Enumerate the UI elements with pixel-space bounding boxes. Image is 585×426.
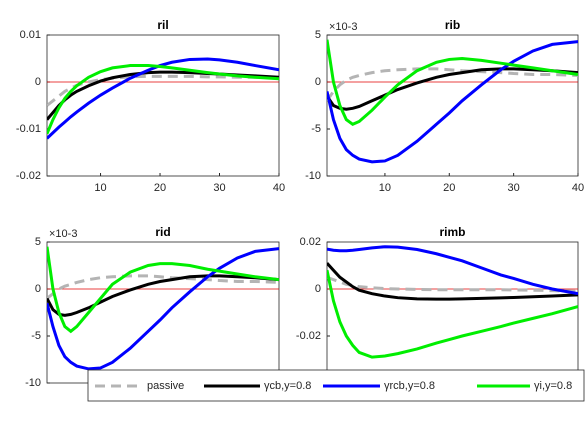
y-tick-label: 0 bbox=[315, 76, 321, 88]
y-tick-label: -5 bbox=[31, 330, 41, 342]
y-tick-label: 0 bbox=[35, 283, 41, 295]
series-line bbox=[47, 246, 279, 334]
legend-label: passive bbox=[147, 380, 184, 392]
series-line bbox=[327, 67, 578, 102]
series-line bbox=[47, 64, 279, 135]
y-tick-label: 0 bbox=[315, 283, 321, 295]
y-tick-label: -10 bbox=[25, 377, 41, 389]
y-multiplier: ×10-3 bbox=[49, 228, 77, 240]
x-tick-label: 30 bbox=[508, 182, 520, 194]
series-line bbox=[327, 262, 578, 301]
series-line bbox=[47, 247, 279, 371]
subplot-title: rid bbox=[155, 225, 170, 239]
y-tick-label: -10 bbox=[305, 170, 321, 182]
series-line bbox=[327, 40, 578, 164]
series-line bbox=[327, 269, 578, 359]
y-tick-label: -0.02 bbox=[296, 330, 321, 342]
y-multiplier: ×10-3 bbox=[329, 21, 357, 33]
legend-label: γrcb,y=0.8 bbox=[384, 380, 435, 392]
legend-label: γi,y=0.8 bbox=[534, 380, 572, 392]
series-line bbox=[47, 57, 279, 140]
x-tick-label: 40 bbox=[273, 182, 285, 194]
x-tick-label: 10 bbox=[379, 182, 391, 194]
legend-label: γcb,y=0.8 bbox=[264, 380, 311, 392]
plot-area bbox=[326, 241, 579, 384]
x-tick-label: 10 bbox=[94, 182, 106, 194]
x-tick-label: 20 bbox=[154, 182, 166, 194]
y-tick-label: 0.02 bbox=[300, 236, 321, 248]
plot-area bbox=[46, 241, 280, 384]
series-line bbox=[327, 275, 578, 293]
x-tick-label: 30 bbox=[213, 182, 225, 194]
subplot-title: ril bbox=[157, 18, 168, 32]
series-line bbox=[327, 245, 578, 296]
y-tick-label: 5 bbox=[35, 236, 41, 248]
series-line bbox=[327, 67, 578, 111]
series-line bbox=[47, 274, 279, 300]
y-tick-label: 0 bbox=[35, 76, 41, 88]
series-line bbox=[327, 39, 578, 127]
y-tick-label: -5 bbox=[311, 123, 321, 135]
y-tick-label: -0.01 bbox=[16, 123, 41, 135]
plot-area bbox=[46, 34, 280, 177]
y-tick-label: 5 bbox=[315, 29, 321, 41]
y-tick-label: 0.01 bbox=[20, 29, 41, 41]
x-tick-label: 20 bbox=[443, 182, 455, 194]
series-line bbox=[47, 274, 279, 317]
subplot-title: rib bbox=[445, 18, 460, 32]
x-tick-label: 40 bbox=[572, 182, 584, 194]
subplot-title: rimb bbox=[439, 225, 465, 239]
y-tick-label: -0.02 bbox=[16, 170, 41, 182]
series-line bbox=[47, 74, 279, 107]
